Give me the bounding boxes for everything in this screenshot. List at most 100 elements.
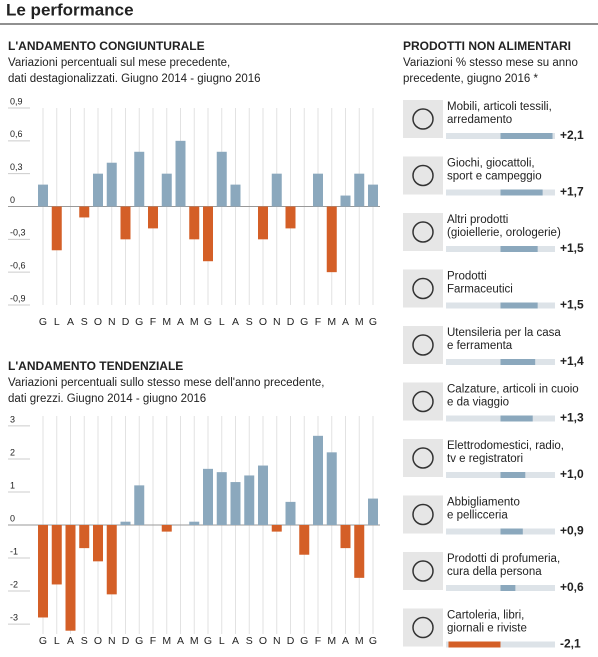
bar (230, 482, 241, 525)
icon-box (403, 213, 443, 251)
bar (500, 359, 536, 365)
icon-box (403, 100, 443, 138)
x-tick-label: A (342, 316, 349, 328)
category-label: Prodotti (447, 271, 487, 283)
bar (79, 206, 90, 218)
chart-subtitle: Variazioni percentuali sullo stesso mese… (8, 377, 325, 389)
bar (120, 521, 131, 525)
bar (93, 525, 103, 562)
x-tick-label: M (355, 316, 364, 328)
x-tick-label: M (162, 635, 171, 647)
x-tick-label: M (327, 635, 336, 647)
bar (500, 585, 516, 591)
chart-subtitle: Variazioni percentuali sul mese preceden… (8, 57, 230, 69)
bar (134, 485, 145, 525)
value-label: +1,7 (560, 185, 584, 199)
x-tick-label: L (219, 635, 225, 647)
x-tick-label: O (259, 316, 267, 328)
bar (354, 525, 365, 578)
bar (326, 452, 337, 525)
y-tick-label: 3 (10, 414, 15, 424)
x-tick-label: N (108, 316, 116, 328)
icon (412, 616, 434, 639)
category-label: tv e registratori (447, 453, 523, 465)
bar (38, 184, 48, 207)
bar (500, 528, 523, 535)
x-tick-label: A (67, 316, 74, 328)
bar (244, 475, 255, 525)
bar (38, 525, 48, 618)
bar (120, 206, 131, 240)
category-label: e da viaggio (447, 397, 509, 409)
icon (412, 164, 434, 187)
y-tick-label: 0 (10, 513, 15, 523)
x-tick-label: G (135, 316, 143, 328)
bar (161, 173, 172, 207)
bar (368, 498, 378, 525)
y-tick-label: 0,9 (10, 96, 23, 106)
page-title: Le performance (6, 0, 134, 19)
category-label: Utensileria per la casa (447, 327, 561, 339)
chart-title: L'ANDAMENTO CONGIUNTURALE (8, 39, 205, 53)
y-tick-label: -1 (10, 546, 18, 556)
x-tick-label: D (287, 316, 295, 328)
bar (368, 184, 378, 207)
bar (285, 206, 296, 229)
bar (313, 173, 323, 207)
icon-box (403, 326, 443, 364)
bar (448, 641, 501, 648)
x-tick-label: A (177, 635, 184, 647)
bar (106, 525, 117, 595)
bar (106, 162, 117, 207)
y-tick-label: -0,6 (10, 261, 26, 271)
icon-box (403, 269, 443, 308)
bar (148, 206, 158, 229)
bar (203, 206, 213, 262)
bar (340, 525, 351, 549)
x-tick-label: L (54, 635, 60, 647)
bar (500, 189, 543, 196)
category-label: arredamento (447, 114, 512, 126)
chart-subtitle: dati destagionalizzati. Giugno 2014 - gi… (8, 73, 261, 85)
icon-box (403, 552, 443, 590)
x-tick-label: A (232, 635, 239, 647)
y-tick-label: -0,9 (10, 293, 26, 303)
x-tick-label: G (369, 316, 377, 328)
category-label: Prodotti di profumeria, (447, 553, 560, 565)
icon (412, 560, 434, 582)
chart-title: L'ANDAMENTO TENDENZIALE (8, 359, 183, 373)
icon (412, 221, 434, 243)
y-tick-label: -2 (10, 579, 18, 589)
chart-subtitle: Variazioni % stesso mese su anno (403, 57, 578, 69)
x-tick-label: A (177, 316, 184, 328)
x-tick-label: N (273, 316, 281, 328)
y-tick-label: 2 (10, 447, 15, 457)
value-label: +1,5 (560, 241, 584, 255)
chart-subtitle: dati grezzi. Giugno 2014 - giugno 2016 (8, 393, 206, 405)
category-label: giornali e riviste (447, 623, 527, 635)
bar (189, 521, 200, 525)
chart-title: PRODOTTI NON ALIMENTARI (403, 39, 571, 53)
icon-box (403, 495, 443, 534)
x-tick-label: F (150, 635, 156, 647)
bar (500, 472, 526, 478)
value-label: -2,1 (560, 637, 581, 651)
icon (412, 390, 434, 413)
x-tick-label: F (315, 316, 321, 328)
x-tick-label: M (162, 316, 171, 328)
bar (500, 133, 553, 139)
bar (93, 173, 103, 207)
bar (258, 206, 268, 240)
value-label: +0,9 (560, 524, 584, 538)
bar (203, 468, 213, 525)
x-tick-label: S (81, 635, 88, 647)
x-tick-label: N (273, 635, 281, 647)
x-tick-label: O (259, 635, 267, 647)
value-label: +1,0 (560, 467, 584, 481)
bar (271, 173, 282, 207)
x-tick-label: G (300, 635, 308, 647)
x-tick-label: S (81, 316, 88, 328)
x-tick-label: M (190, 635, 199, 647)
value-label: +1,5 (560, 298, 584, 312)
